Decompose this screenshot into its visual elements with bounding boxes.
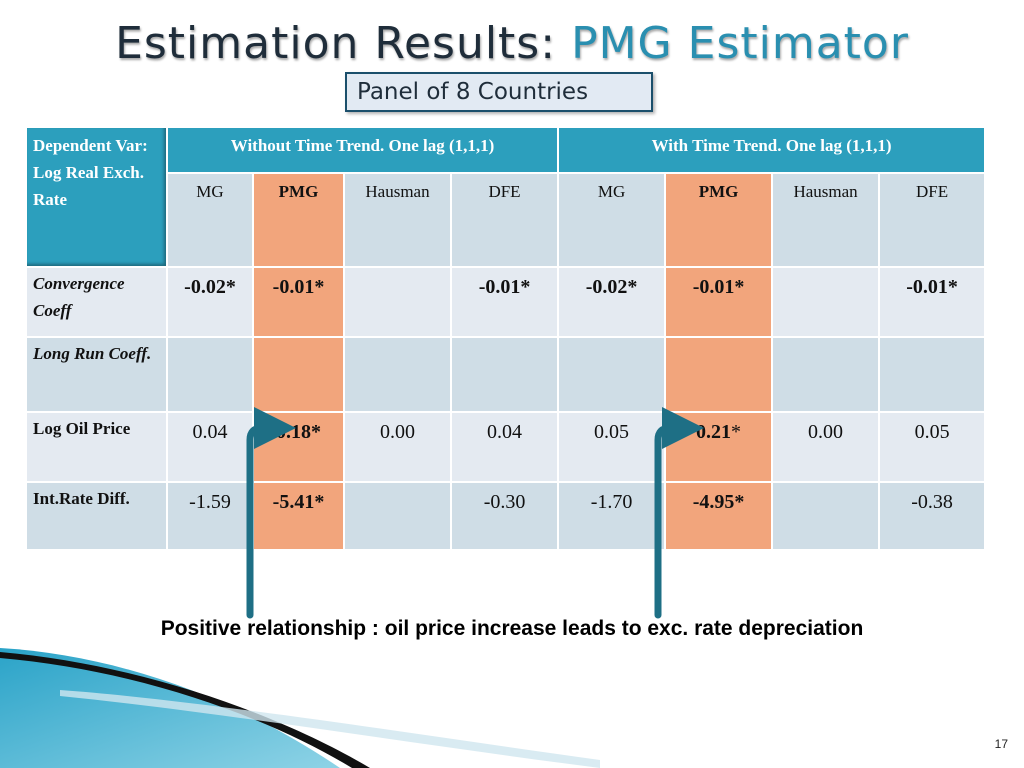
table-cell: -0.02* [166,266,254,338]
table-cell: -0.02* [557,266,667,338]
page-number: 17 [994,737,1008,751]
arrow-to-pmg-oil-price [246,407,296,619]
table-cell: -1.70 [557,481,667,551]
row-label: Long Run Coeff. [25,336,168,413]
col-header-hausman: Hausman [771,172,881,268]
group-header-row: Dependent Var: Log Real Exch. Rate Witho… [25,126,987,268]
table-cell [557,336,667,413]
table-cell: -0.38 [878,481,987,551]
table-cell [771,336,881,413]
table-cell [343,266,452,338]
table-cell [664,336,774,413]
col-header-pmg: PMG [664,172,774,268]
table-row: Int.Rate Diff. -1.59 -5.41* -0.30 -1.70 … [25,481,987,551]
table-cell: 0.05 [878,411,987,483]
col-header-dfe: DFE [878,172,987,268]
table-cell [252,336,345,413]
table-cell: 0.05 [557,411,667,483]
table-row: Convergence Coeff -0.02* -0.01* -0.01* -… [25,266,987,338]
table-cell: -1.59 [166,481,254,551]
table-cell: 0.00 [343,411,452,483]
table-row: Log Oil Price 0.04 0.18* 0.00 0.04 0.05 … [25,411,987,483]
group-header-no-trend: Without Time Trend. One lag (1,1,1) [165,126,560,174]
table-cell: -0.30 [449,481,560,551]
table-cell [166,336,254,413]
significance-star: * [731,421,742,443]
table-cell: -0.01* [449,266,560,338]
table-cell: -0.01* [252,266,345,338]
title-accent: PMG Estimator [571,18,909,69]
table-cell: -5.41* [252,481,345,551]
col-header-mg: MG [166,172,254,268]
slide-title: Estimation Results: PMG Estimator [0,18,1024,69]
title-main: Estimation Results: [115,18,557,69]
table-cell: 0.00 [771,411,881,483]
row-label: Log Oil Price [25,411,168,483]
column-header-row: MG PMG Hausman DFE MG PMG Hausman DFE [26,172,987,268]
table-cell: 0.04 [166,411,254,483]
table-cell: -4.95* [664,481,774,551]
table-row: Long Run Coeff. [25,336,987,413]
table-cell: -0.01* [664,266,774,338]
dependent-var-header: Dependent Var: Log Real Exch. Rate [25,126,168,268]
table-cell [771,266,881,338]
group-header-with-trend: With Time Trend. One lag (1,1,1) [557,126,987,174]
cell-value: 0.21 [696,421,732,443]
col-header-dfe: DFE [449,172,560,268]
arrow-to-pmg-oil-price-trend [654,407,704,619]
conclusion-text: Positive relationship : oil price increa… [160,617,864,640]
row-label: Int.Rate Diff. [25,481,168,551]
row-label: Convergence Coeff [25,266,168,338]
table-cell: -0.01* [878,266,987,338]
table-cell: 0.04 [449,411,560,483]
table-cell [343,481,452,551]
results-table: Dependent Var: Log Real Exch. Rate Witho… [25,126,987,551]
table-cell [771,481,881,551]
table-cell [343,336,452,413]
col-header-mg: MG [557,172,667,268]
panel-subtitle: Panel of 8 Countries [345,72,653,112]
col-header-pmg: PMG [252,172,345,268]
col-header-hausman: Hausman [343,172,452,268]
table-cell [878,336,987,413]
table-cell [449,336,560,413]
